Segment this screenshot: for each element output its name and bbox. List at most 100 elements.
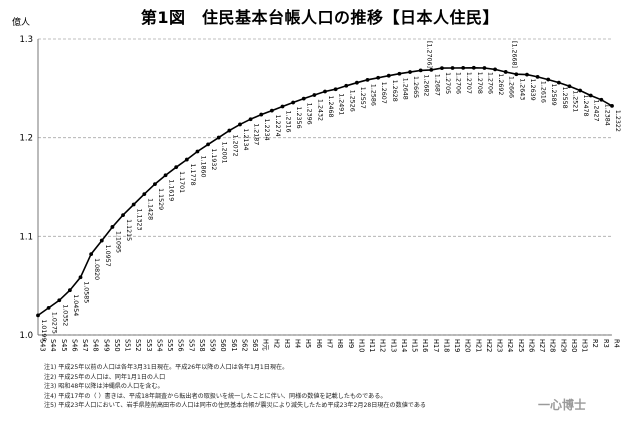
data-point — [184, 157, 189, 162]
data-label: 1.2682 — [423, 74, 430, 96]
x-tick-label: R3 — [602, 339, 610, 348]
data-point — [376, 75, 381, 80]
x-tick-label: S50 — [113, 339, 121, 352]
data-point — [67, 288, 72, 293]
x-tick-label: H31 — [581, 339, 589, 352]
data-label: 1.2648 — [401, 78, 408, 100]
data-point — [429, 67, 434, 72]
data-label: 1.0275 — [51, 312, 58, 334]
data-label: 1.2706 — [455, 72, 462, 94]
y-axis-unit-label: 億人 — [12, 18, 31, 28]
x-tick-label: S54 — [155, 339, 163, 352]
data-point — [418, 68, 423, 73]
x-tick-label: S44 — [49, 339, 57, 352]
data-label: 1.2639 — [529, 79, 536, 101]
data-point — [344, 83, 349, 88]
data-point — [301, 96, 306, 101]
data-label: 1.2072 — [231, 135, 238, 157]
x-tick-label: H5 — [304, 339, 312, 348]
data-label: 1.1932 — [210, 148, 217, 170]
data-label: 1.1323 — [136, 208, 143, 230]
data-label: 1.1095 — [114, 231, 121, 253]
x-tick-label: H3 — [283, 339, 291, 348]
data-point — [248, 117, 253, 122]
x-tick-label: H8 — [336, 339, 344, 348]
data-point — [163, 173, 168, 178]
data-label: 1.2274 — [274, 115, 281, 137]
x-tick-label: S58 — [198, 339, 206, 352]
data-label: 1.2478 — [582, 95, 589, 117]
data-label: 1.2316 — [284, 110, 291, 132]
y-tick-label: 1.1 — [19, 232, 33, 242]
footnote-5: 注5) 平成23年人口において、岩手県陸前高田市の人口は同市の住民基本台帳が震災… — [44, 402, 427, 410]
data-point — [78, 275, 83, 280]
data-point — [99, 238, 104, 243]
bracket-annotation: [1.2706] — [425, 41, 432, 68]
x-tick-label: H元 — [262, 339, 270, 351]
data-label: 1.1529 — [157, 188, 164, 210]
data-label: 1.2356 — [295, 107, 302, 129]
data-point — [153, 182, 157, 187]
x-tick-label: H18 — [442, 339, 450, 352]
data-label: 1.1701 — [178, 171, 185, 193]
x-tick-label: S56 — [177, 339, 185, 352]
bracket-annotation: [1.2668] — [510, 41, 517, 68]
data-label: 1.2526 — [348, 90, 355, 112]
y-tick-label: 1.3 — [19, 35, 33, 45]
x-tick-label: H19 — [453, 339, 461, 352]
x-tick-label: H2 — [272, 339, 280, 348]
data-point — [259, 112, 264, 117]
data-point — [323, 89, 327, 94]
data-point — [238, 122, 242, 127]
data-point — [588, 93, 593, 98]
y-tick-label: 1.0 — [19, 331, 33, 341]
x-tick-label: H11 — [368, 339, 376, 352]
x-tick-label: H7 — [326, 339, 334, 348]
x-tick-label: H10 — [357, 339, 365, 352]
data-point — [206, 142, 210, 147]
data-label: 1.1778 — [189, 164, 196, 186]
x-tick-label: S59 — [209, 339, 217, 352]
data-label: 1.2589 — [550, 84, 557, 106]
data-label: 1.2666 — [508, 76, 515, 98]
data-point — [461, 66, 466, 70]
data-point — [397, 71, 402, 76]
data-point — [121, 213, 125, 218]
x-tick-label: S57 — [187, 339, 195, 352]
x-tick-label: H28 — [549, 339, 557, 352]
data-label: 1.2134 — [242, 128, 249, 150]
footnotes: 注1) 平成25年以前の人口は各年3月31日現在。平成26年以降の人口は各年1月… — [44, 363, 514, 411]
data-label: 1.1619 — [168, 179, 175, 201]
x-tick-label: R2 — [591, 339, 599, 348]
data-point — [610, 103, 614, 108]
data-label: 1.2432 — [316, 99, 323, 121]
x-tick-label: H9 — [347, 339, 355, 348]
x-tick-label: S51 — [124, 339, 132, 352]
x-tick-label: H6 — [315, 339, 323, 348]
x-tick-label: H21 — [474, 339, 482, 352]
data-point — [599, 97, 604, 102]
data-point — [174, 165, 179, 170]
x-tick-label: H25 — [517, 339, 525, 352]
data-point — [546, 77, 551, 82]
data-label: 1.0820 — [93, 258, 100, 280]
x-tick-label: S61 — [230, 339, 238, 352]
data-label: 1.2616 — [540, 81, 547, 103]
y-tick-label: 1.2 — [19, 134, 33, 144]
data-label: 1.2234 — [263, 119, 270, 141]
x-tick-label: S62 — [240, 339, 248, 352]
data-label: 1.2558 — [561, 87, 568, 109]
data-label: 1.2396 — [306, 103, 313, 125]
data-label: 1.2665 — [412, 76, 419, 98]
data-label: 1.2708 — [476, 72, 483, 94]
data-point — [57, 298, 62, 303]
data-label: 1.1428 — [146, 198, 153, 220]
data-point — [131, 202, 136, 207]
data-point — [354, 80, 359, 85]
data-label: 1.2607 — [380, 82, 387, 104]
data-point — [471, 65, 476, 70]
data-point — [525, 72, 529, 77]
data-point — [482, 66, 487, 70]
data-point — [36, 313, 40, 318]
